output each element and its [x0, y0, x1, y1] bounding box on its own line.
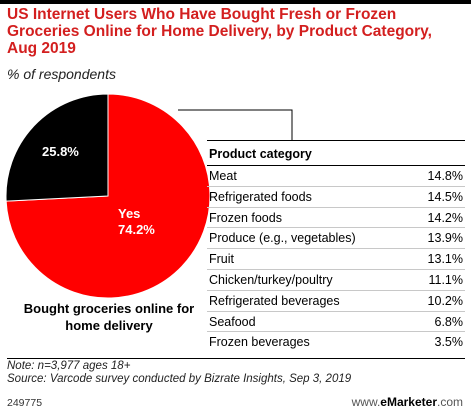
row-value: 11.1%	[428, 272, 463, 287]
note-text: Note: n=3,977 ages 18+	[7, 360, 131, 372]
row-value: 13.1%	[427, 252, 463, 267]
table-row: Seafood 6.8%	[207, 312, 465, 333]
brand-prefix: www.	[351, 395, 381, 409]
chart-title: US Internet Users Who Have Bought Fresh …	[7, 6, 432, 57]
row-value: 3.5%	[434, 335, 464, 350]
row-label: Fruit	[209, 252, 234, 267]
pie-caption: Bought groceries online for home deliver…	[23, 301, 195, 333]
connector-line	[178, 109, 293, 140]
row-label: Chicken/turkey/poultry	[209, 272, 333, 287]
table-row: Produce (e.g., vegetables) 13.9%	[207, 228, 465, 250]
pie-label-yes-value: 74.2%	[118, 222, 155, 237]
row-label: Refrigerated beverages	[209, 293, 340, 308]
chart-id: 249775	[7, 397, 43, 409]
brand-logo: www.eMarketer.com	[352, 395, 463, 409]
table-row: Chicken/turkey/poultry 11.1%	[207, 270, 465, 291]
pie-label-yes: Yes 74.2%	[118, 206, 155, 238]
table-row: Frozen foods 14.2%	[207, 208, 465, 229]
source-text: Source: Varcode survey conducted by Bizr…	[7, 373, 352, 385]
row-label: Refrigerated foods	[209, 189, 312, 204]
row-value: 14.8%	[427, 169, 463, 183]
row-value: 14.2%	[427, 210, 463, 225]
table-row: Refrigerated foods 14.5%	[207, 187, 465, 208]
row-value: 13.9%	[427, 231, 463, 246]
row-label: Seafood	[209, 314, 256, 329]
row-value: 10.2%	[427, 293, 463, 308]
pie-label-no-value: 25.8%	[42, 144, 79, 159]
row-value: 14.5%	[427, 189, 463, 204]
table-row: Fruit 13.1%	[207, 249, 465, 270]
table-body: Meat 14.8% Refrigerated foods 14.5% Frozen f…	[207, 166, 465, 353]
brand-name: eMarketer	[380, 395, 437, 409]
row-label: Frozen foods	[209, 210, 282, 225]
notes: Note: n=3,977 ages 18+ Source: Varcode s…	[7, 360, 351, 386]
pie-slice-no	[5, 93, 109, 202]
row-label: Produce (e.g., vegetables)	[209, 231, 356, 246]
table-row: Refrigerated beverages 10.2%	[207, 291, 465, 312]
pie-label-no: 25.8%	[42, 144, 79, 160]
table-row: Meat 14.8%	[207, 166, 465, 187]
top-rule	[0, 0, 471, 4]
row-label: Frozen beverages	[209, 335, 310, 350]
chart-subtitle: % of respondents	[7, 66, 116, 82]
pie-label-yes-name: Yes	[118, 206, 141, 221]
table-header: Product category	[207, 140, 465, 166]
table-row: Frozen beverages 3.5%	[207, 332, 465, 353]
row-value: 6.8%	[434, 314, 464, 329]
bottom-rule	[7, 358, 465, 359]
category-table: Product category Meat 14.8% Refrigerated f…	[207, 140, 465, 353]
row-label: Meat	[209, 169, 237, 183]
brand-suffix: .com	[436, 395, 463, 409]
